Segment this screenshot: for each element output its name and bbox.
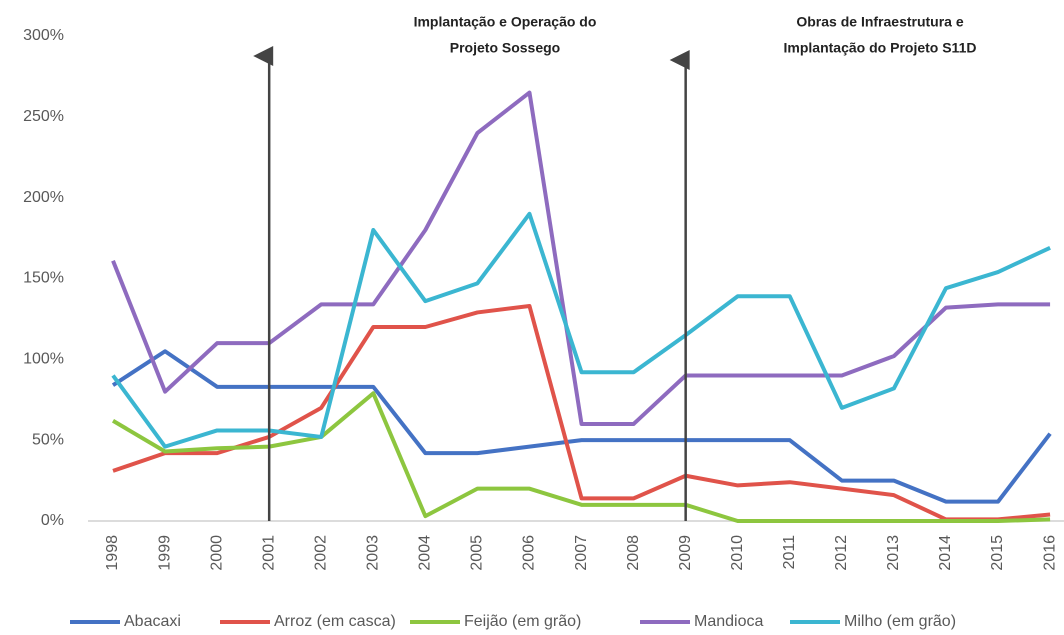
- annotation-text: Projeto Sossego: [450, 40, 560, 56]
- x-tick-label: 2004: [417, 535, 434, 571]
- y-tick-label: 200%: [23, 189, 64, 206]
- x-tick-label: 2014: [937, 535, 954, 571]
- legend-label: Feijão (em grão): [464, 613, 581, 630]
- y-tick-label: 300%: [23, 27, 64, 44]
- annotation-text: Obras de Infraestrutura e: [796, 14, 963, 30]
- x-tick-label: 2015: [989, 535, 1006, 571]
- y-tick-label: 150%: [23, 270, 64, 287]
- x-tick-label: 1998: [104, 535, 121, 571]
- x-tick-label: 2001: [260, 535, 277, 571]
- x-tick-label: 2013: [885, 535, 902, 571]
- x-tick-label: 2002: [312, 535, 329, 571]
- x-tick-label: 2008: [625, 535, 642, 571]
- x-tick-label: 2009: [677, 535, 694, 571]
- x-tick-label: 2016: [1041, 535, 1058, 571]
- legend-label: Mandioca: [694, 613, 763, 630]
- y-tick-label: 250%: [23, 108, 64, 125]
- x-tick-label: 2005: [469, 535, 486, 571]
- x-tick-label: 2010: [729, 535, 746, 571]
- x-tick-label: 2012: [833, 535, 850, 571]
- x-tick-label: 1999: [156, 535, 173, 571]
- y-tick-label: 0%: [41, 512, 64, 529]
- legend-label: Milho (em grão): [844, 613, 956, 630]
- annotation-text: Implantação do Projeto S11D: [784, 40, 977, 56]
- y-tick-label: 100%: [23, 351, 64, 368]
- legend-label: Arroz (em casca): [274, 613, 396, 630]
- x-tick-label: 2003: [365, 535, 382, 571]
- annotation-text: Implantação e Operação do: [414, 14, 597, 30]
- x-tick-label: 2006: [521, 535, 538, 571]
- series-line: [111, 90, 1051, 426]
- x-tick-label: 2000: [208, 535, 225, 571]
- x-tick-label: 2011: [781, 535, 798, 570]
- legend-label: Abacaxi: [124, 613, 181, 630]
- x-tick-label: 2007: [573, 535, 590, 571]
- y-tick-label: 50%: [32, 431, 64, 448]
